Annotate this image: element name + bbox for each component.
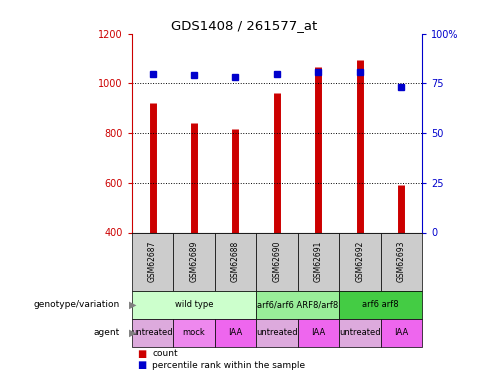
Text: IAA: IAA bbox=[228, 328, 243, 338]
Text: GSM62689: GSM62689 bbox=[189, 241, 199, 282]
Text: ■: ■ bbox=[137, 360, 146, 370]
Text: ■: ■ bbox=[137, 349, 146, 359]
Text: count: count bbox=[152, 349, 178, 358]
Text: GSM62693: GSM62693 bbox=[397, 241, 406, 282]
Text: IAA: IAA bbox=[394, 328, 408, 338]
Text: untreated: untreated bbox=[132, 328, 173, 338]
Text: GSM62692: GSM62692 bbox=[355, 241, 365, 282]
Text: GSM62687: GSM62687 bbox=[148, 241, 157, 282]
Text: percentile rank within the sample: percentile rank within the sample bbox=[152, 361, 305, 370]
Text: mock: mock bbox=[183, 328, 205, 338]
Text: ▶: ▶ bbox=[129, 300, 137, 310]
Text: genotype/variation: genotype/variation bbox=[33, 300, 120, 309]
Text: GSM62691: GSM62691 bbox=[314, 241, 323, 282]
Text: agent: agent bbox=[93, 328, 120, 338]
Text: wild type: wild type bbox=[175, 300, 213, 309]
Text: GSM62690: GSM62690 bbox=[272, 241, 282, 282]
Text: ▶: ▶ bbox=[129, 328, 137, 338]
Text: arf6 arf8: arf6 arf8 bbox=[362, 300, 399, 309]
Text: GSM62688: GSM62688 bbox=[231, 241, 240, 282]
Text: arf6/arf6 ARF8/arf8: arf6/arf6 ARF8/arf8 bbox=[257, 300, 338, 309]
Text: untreated: untreated bbox=[256, 328, 298, 338]
Text: untreated: untreated bbox=[339, 328, 381, 338]
Text: IAA: IAA bbox=[311, 328, 325, 338]
Text: GDS1408 / 261577_at: GDS1408 / 261577_at bbox=[171, 19, 317, 32]
